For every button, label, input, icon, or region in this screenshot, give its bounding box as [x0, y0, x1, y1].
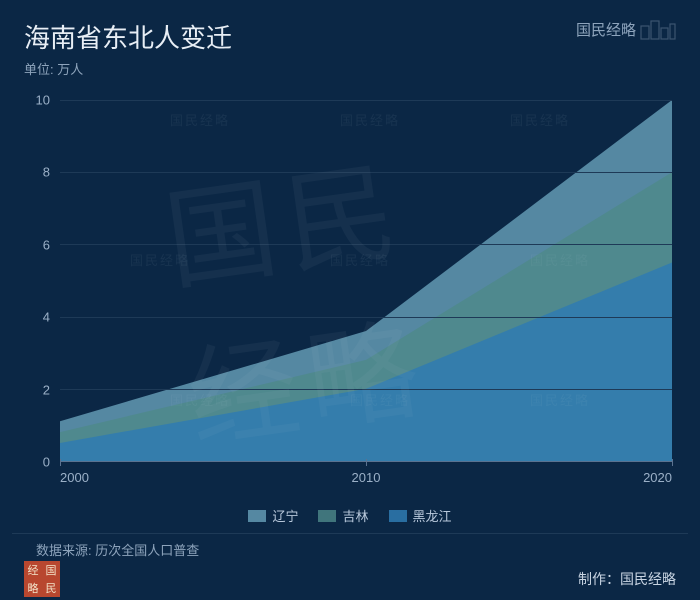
legend-label: 黑龙江 [413, 506, 452, 525]
legend-item: 辽宁 [248, 506, 298, 525]
gridline [60, 172, 672, 173]
y-axis: 0246810 [20, 92, 56, 462]
x-tick: 2020 [643, 470, 672, 485]
x-tick: 2010 [352, 470, 381, 485]
y-tick: 6 [43, 237, 50, 252]
y-tick: 10 [36, 93, 50, 108]
legend: 辽宁 吉林 黑龙江 [0, 506, 700, 525]
y-tick: 8 [43, 165, 50, 180]
legend-swatch [248, 510, 266, 522]
legend-label: 吉林 [342, 506, 368, 525]
brand-top: 国民经略 [576, 18, 676, 40]
x-axis: 2000 2010 2020 [60, 466, 672, 502]
y-tick: 2 [43, 382, 50, 397]
brand-label: 国民经略 [576, 19, 636, 40]
x-tick: 2000 [60, 470, 89, 485]
y-tick: 0 [43, 455, 50, 470]
credit: 制作：国民经略 [578, 569, 676, 589]
legend-swatch [389, 510, 407, 522]
legend-item: 黑龙江 [389, 506, 452, 525]
chart-subtitle: 单位: 万人 [0, 59, 700, 86]
buildings-icon [640, 18, 676, 40]
plot-area [60, 100, 672, 462]
y-tick: 4 [43, 310, 50, 325]
legend-label: 辽宁 [272, 506, 298, 525]
chart-area: 0 2 4 6 8 10 2000 2010 2020 [20, 92, 680, 502]
gridline [60, 244, 672, 245]
chart-title: 海南省东北人变迁 [24, 18, 232, 55]
legend-item: 吉林 [318, 506, 368, 525]
legend-swatch [318, 510, 336, 522]
gridline [60, 317, 672, 318]
gridline [60, 100, 672, 101]
gridline [60, 389, 672, 390]
brand-badge: 经国略民 [24, 561, 60, 597]
area-svg [60, 100, 672, 461]
